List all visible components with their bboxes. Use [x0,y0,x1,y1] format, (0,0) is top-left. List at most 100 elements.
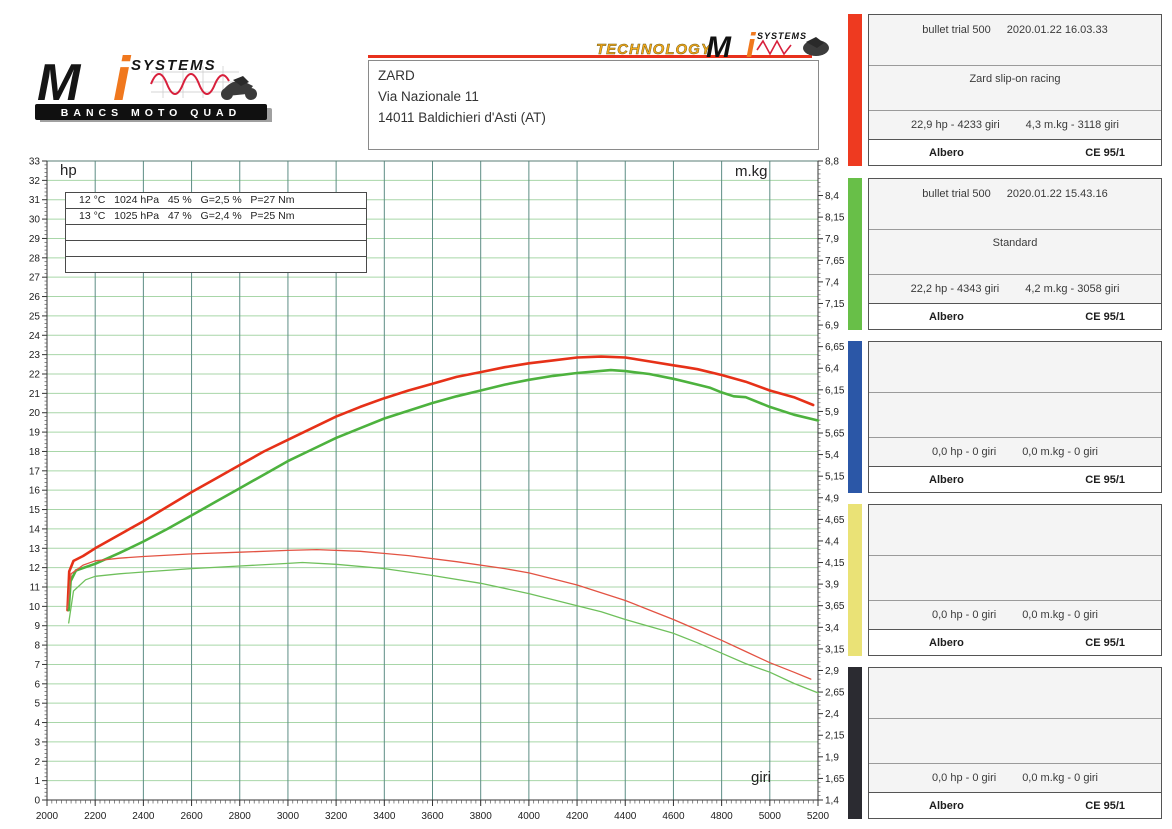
svg-text:4,9: 4,9 [825,493,839,504]
run-name: bullet trial 500 [922,24,991,36]
run-color-bar [848,341,862,493]
svg-text:30: 30 [29,215,41,226]
svg-text:i: i [746,27,757,62]
run-config [869,393,1161,438]
norm-label: CE 95/1 [1085,473,1125,486]
svg-text:8,4: 8,4 [825,191,839,202]
svg-text:2: 2 [34,757,40,768]
svg-text:4600: 4600 [662,811,685,822]
peak-torque: 0,0 m.kg - 0 giri [1022,609,1098,621]
svg-text:3,9: 3,9 [825,580,839,591]
svg-text:4,4: 4,4 [825,536,839,547]
result-card[interactable]: 0,0 hp - 0 giri 0,0 m.kg - 0 giri Albero C… [846,504,1162,656]
svg-text:3400: 3400 [373,811,396,822]
norm-label: CE 95/1 [1085,636,1125,649]
measure-mode: Albero [929,310,964,323]
run-footer: Albero CE 95/1 [869,793,1161,818]
svg-text:6,9: 6,9 [825,321,839,332]
svg-text:7,9: 7,9 [825,234,839,245]
norm-label: CE 95/1 [1085,146,1125,159]
svg-text:3800: 3800 [470,811,493,822]
svg-text:4,15: 4,15 [825,558,845,569]
condition-row [66,257,366,272]
result-card[interactable]: 0,0 hp - 0 giri 0,0 m.kg - 0 giri Albero C… [846,667,1162,819]
svg-text:5,65: 5,65 [825,429,845,440]
peak-power: 0,0 hp - 0 giri [931,609,997,621]
run-title: bullet trial 500 2020.01.22 16.03.33 [869,15,1161,66]
svg-text:2,9: 2,9 [825,666,839,677]
svg-text:2,4: 2,4 [825,709,839,720]
svg-text:3200: 3200 [325,811,348,822]
svg-text:1,9: 1,9 [825,752,839,763]
result-card[interactable]: bullet trial 500 2020.01.22 16.03.33 Zard… [846,14,1162,166]
measure-mode: Albero [929,636,964,649]
svg-text:23: 23 [29,350,41,361]
run-title [869,342,1161,393]
svg-text:26: 26 [29,292,41,303]
condition-row [66,225,366,241]
run-name: bullet trial 500 [922,188,991,200]
svg-text:2600: 2600 [180,811,203,822]
svg-text:8,8: 8,8 [825,157,839,168]
mi-systems-logo: M i SYSTEMS BANCS MOTO QUAD [35,45,272,122]
red-separator-line [368,55,812,58]
svg-text:M: M [37,54,82,112]
right-axis-title: m.kg [735,163,768,180]
svg-text:4000: 4000 [518,811,541,822]
svg-text:5000: 5000 [759,811,782,822]
run-peaks: 22,9 hp - 4233 giri 4,3 m.kg - 3118 giri [869,111,1161,140]
run-peaks: 22,2 hp - 4343 giri 4,2 m.kg - 3058 giri [869,275,1161,304]
svg-text:7,15: 7,15 [825,299,845,310]
svg-text:3,15: 3,15 [825,644,845,655]
svg-text:7: 7 [34,660,40,671]
svg-text:8,15: 8,15 [825,213,845,224]
run-footer: Albero CE 95/1 [869,304,1161,329]
run-peaks: 0,0 hp - 0 giri 0,0 m.kg - 0 giri [869,764,1161,793]
x-axis-title: giri [751,769,772,786]
left-axis-title: hp [60,162,77,179]
svg-text:14: 14 [29,524,41,535]
run-datetime: 2020.01.22 16.03.33 [1006,24,1108,36]
run-title [869,505,1161,556]
svg-text:i: i [113,45,132,114]
run-config [869,719,1161,764]
wave-icon [150,66,239,98]
svg-text:3: 3 [34,737,40,748]
svg-text:0: 0 [34,796,40,807]
measure-mode: Albero [929,799,964,812]
result-card[interactable]: 0,0 hp - 0 giri 0,0 m.kg - 0 giri Albero C… [846,341,1162,493]
svg-text:2,15: 2,15 [825,731,845,742]
run-config: Standard [869,230,1161,275]
run-color-bar [848,14,862,166]
run-config: Zard slip-on racing [869,66,1161,111]
svg-text:32: 32 [29,176,41,187]
svg-text:7,4: 7,4 [825,277,839,288]
measure-mode: Albero [929,146,964,159]
motorcycle-icon [806,37,824,48]
svg-text:BANCS MOTO QUAD: BANCS MOTO QUAD [61,107,241,119]
condition-row [66,241,366,257]
svg-text:SYSTEMS: SYSTEMS [131,57,217,74]
peak-power: 22,9 hp - 4233 giri [910,119,1000,131]
svg-text:2400: 2400 [132,811,155,822]
svg-text:29: 29 [29,234,41,245]
svg-text:5: 5 [34,699,40,710]
peak-power: 22,2 hp - 4343 giri [910,283,1000,295]
svg-text:3,4: 3,4 [825,623,839,634]
run-title [869,668,1161,719]
peak-torque: 4,3 m.kg - 3118 giri [1025,119,1119,131]
svg-text:SYSTEMS: SYSTEMS [757,31,807,41]
svg-text:10: 10 [29,602,41,613]
svg-text:12: 12 [29,563,41,574]
svg-text:6,4: 6,4 [825,364,839,375]
run-footer: Albero CE 95/1 [869,140,1161,165]
svg-text:16: 16 [29,486,41,497]
svg-text:18: 18 [29,447,41,458]
svg-text:8: 8 [34,641,40,652]
result-card[interactable]: bullet trial 500 2020.01.22 15.43.16 Stan… [846,178,1162,330]
svg-text:15: 15 [29,505,41,516]
customer-street: Via Nazionale 11 [378,88,479,104]
svg-text:22: 22 [29,370,41,381]
